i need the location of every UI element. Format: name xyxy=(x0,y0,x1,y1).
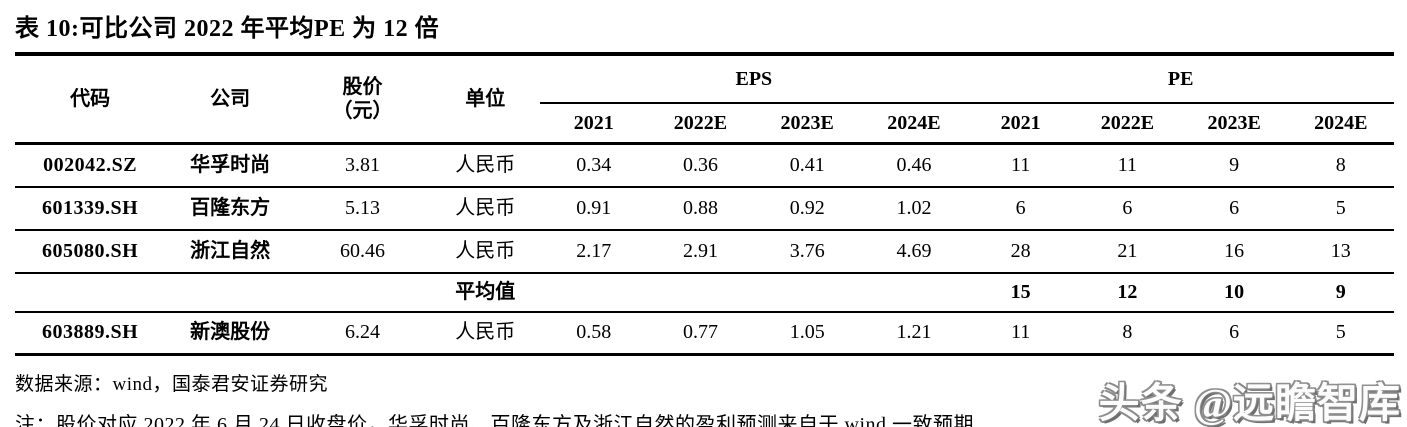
col-header-code: 代码 xyxy=(70,87,111,110)
currency-unit: 人民币 xyxy=(455,196,516,219)
comparable-companies-table: 代码 公司 股价 （元） 单位 EPS PE 2021 2022E 2023E … xyxy=(15,56,1394,356)
company-name: 华孚时尚 xyxy=(190,153,271,176)
table-row-xinao: 603889.SH 新澳股份 6.24 人民币 0.58 0.77 1.05 1… xyxy=(15,312,1394,355)
eps-2022e: 0.88 xyxy=(682,196,718,219)
stock-code: 601339.SH xyxy=(42,196,139,219)
eps-2023e: 3.76 xyxy=(789,239,825,262)
stock-code: 605080.SH xyxy=(42,239,139,262)
pe-2021: 28 xyxy=(1010,239,1031,262)
empty-cell xyxy=(754,273,861,312)
stock-code: 603889.SH xyxy=(42,321,139,344)
table-row-huafu: 002042.SZ 华孚时尚 3.81 人民币 0.34 0.36 0.41 0… xyxy=(15,144,1394,187)
avg-pe-2023e: 10 xyxy=(1224,280,1245,303)
pe-2024e: 5 xyxy=(1335,196,1346,219)
eps-2021: 0.34 xyxy=(576,153,612,176)
pe-2021: 6 xyxy=(1015,196,1026,219)
stock-price: 6.24 xyxy=(344,321,380,344)
currency-unit: 人民币 xyxy=(455,321,516,344)
eps-2022e: 0.77 xyxy=(682,321,718,344)
table-header: 代码 公司 股价 （元） 单位 EPS PE 2021 2022E 2023E … xyxy=(15,56,1394,144)
col-group-pe: PE xyxy=(967,56,1394,104)
pe-2022e: 6 xyxy=(1122,196,1133,219)
eps-2023e: 0.41 xyxy=(789,153,825,176)
eps-2023e: 1.05 xyxy=(789,321,825,344)
col-header-pe-2022e: 2022E xyxy=(1100,111,1155,134)
table-title: 表 10:可比公司 2022 年平均PE 为 12 倍 xyxy=(15,0,1394,56)
col-header-eps-2023e: 2023E xyxy=(780,111,834,134)
col-header-eps-2024e: 2024E xyxy=(887,111,941,134)
empty-cell xyxy=(165,273,295,312)
eps-2023e: 0.92 xyxy=(789,196,825,219)
col-header-price-line1: 股价 xyxy=(342,76,383,98)
empty-cell xyxy=(15,273,165,312)
col-header-eps-2021: 2021 xyxy=(573,111,614,134)
table-body: 002042.SZ 华孚时尚 3.81 人民币 0.34 0.36 0.41 0… xyxy=(15,144,1394,355)
eps-2022e: 0.36 xyxy=(682,153,718,176)
table-row-bailong: 601339.SH 百隆东方 5.13 人民币 0.91 0.88 0.92 1… xyxy=(15,187,1394,230)
empty-cell xyxy=(647,273,754,312)
stock-price: 5.13 xyxy=(344,196,380,219)
footnote: 注：股价对应 2022 年 6 月 24 日收盘价，华孚时尚、百隆东方及浙江自然… xyxy=(15,414,974,427)
pe-2021: 11 xyxy=(1011,321,1031,344)
pe-2021: 11 xyxy=(1011,153,1031,176)
pe-2024e: 8 xyxy=(1335,153,1346,176)
stock-code: 002042.SZ xyxy=(43,153,138,176)
pe-2023e: 9 xyxy=(1229,153,1240,176)
eps-2022e: 2.91 xyxy=(682,239,718,262)
pe-2022e: 8 xyxy=(1122,321,1133,344)
eps-2021: 0.58 xyxy=(576,321,612,344)
pe-2023e: 16 xyxy=(1224,239,1245,262)
pe-2022e: 11 xyxy=(1117,153,1138,176)
col-header-price-line2: （元） xyxy=(332,100,393,122)
col-header-unit: 单位 xyxy=(465,87,506,110)
company-name: 新澳股份 xyxy=(190,321,271,344)
pe-2024e: 13 xyxy=(1330,239,1351,262)
eps-2024e: 1.02 xyxy=(896,196,932,219)
col-header-eps-2022e: 2022E xyxy=(673,111,728,134)
table-row-zhejiang: 605080.SH 浙江自然 60.46 人民币 2.17 2.91 3.76 … xyxy=(15,230,1394,273)
header-row-years: 2021 2022E 2023E 2024E 2021 2022E 2023E … xyxy=(15,103,1394,144)
empty-cell xyxy=(295,273,430,312)
avg-pe-2022e: 12 xyxy=(1117,280,1138,303)
currency-unit: 人民币 xyxy=(455,153,516,176)
avg-pe-2024e: 9 xyxy=(1335,280,1346,303)
col-header-price: 股价 （元） xyxy=(295,56,430,144)
col-header-company: 公司 xyxy=(210,87,251,110)
header-row-groups: 代码 公司 股价 （元） 单位 EPS PE xyxy=(15,56,1394,122)
company-name: 百隆东方 xyxy=(190,196,271,219)
pe-2024e: 5 xyxy=(1335,321,1346,344)
col-header-pe-2023e: 2023E xyxy=(1207,111,1261,134)
company-name: 浙江自然 xyxy=(190,239,271,262)
eps-2024e: 4.69 xyxy=(896,239,932,262)
watermark-toutiao-yuanzhan: 头条 @远瞻智库 xyxy=(1098,380,1401,426)
currency-unit: 人民币 xyxy=(455,239,516,262)
col-group-eps: EPS xyxy=(540,56,968,104)
stock-price: 60.46 xyxy=(339,239,385,262)
eps-2021: 0.91 xyxy=(576,196,612,219)
pe-2023e: 6 xyxy=(1229,321,1240,344)
eps-2024e: 1.21 xyxy=(896,321,932,344)
empty-cell xyxy=(861,273,968,312)
avg-pe-2021: 15 xyxy=(1010,280,1031,303)
col-header-pe-2021: 2021 xyxy=(1000,111,1041,134)
empty-cell xyxy=(540,273,647,312)
stock-price: 3.81 xyxy=(344,153,380,176)
average-row: 平均值 15 12 10 9 xyxy=(15,273,1394,312)
average-label: 平均值 xyxy=(455,280,516,303)
pe-2023e: 6 xyxy=(1229,196,1240,219)
data-source-note: 数据来源：wind，国泰君安证券研究 xyxy=(15,374,329,395)
eps-2024e: 0.46 xyxy=(896,153,932,176)
pe-2022e: 21 xyxy=(1117,239,1138,262)
col-header-pe-2024e: 2024E xyxy=(1314,111,1368,134)
eps-2021: 2.17 xyxy=(576,239,612,262)
table-block: 表 10:可比公司 2022 年平均PE 为 12 倍 代码 公司 股价 （元）… xyxy=(15,0,1394,356)
